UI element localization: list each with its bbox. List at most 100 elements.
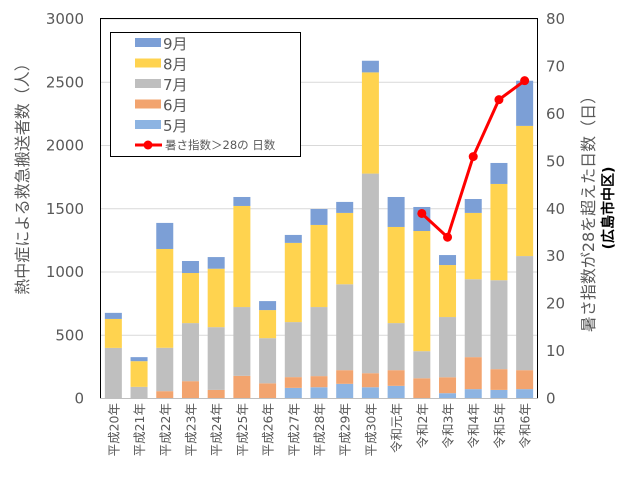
legend-label: 5月 (163, 117, 188, 135)
bar-9-month (387, 196, 405, 227)
bar-8-month (413, 231, 431, 352)
bar-9-month (516, 80, 534, 126)
right-tick-label: 70 (546, 57, 565, 75)
bar-7-month (387, 323, 405, 371)
x-tick-label: 平成23年 (183, 403, 198, 456)
bar-9-month (439, 255, 457, 266)
legend-label: 暑さ指数＞28の 日数 (165, 138, 276, 152)
bar-8-month (104, 318, 122, 348)
x-tick-label: 平成27年 (286, 403, 301, 456)
bar-7-month (310, 307, 328, 377)
bar-8-month (233, 205, 251, 308)
bar-7-month (104, 347, 122, 399)
x-tick-label: 平成25年 (235, 403, 250, 456)
bar-7-month (181, 323, 199, 382)
bar-5-month (310, 387, 328, 399)
x-tick-label: 令和3年 (441, 403, 456, 448)
bar-9-month (104, 312, 122, 319)
right-axis-subtitle: (広島市中区) (600, 167, 617, 250)
left-tick-label: 0 (74, 390, 84, 408)
right-axis-ticks: 0 10 20 30 40 50 60 70 80 (546, 10, 565, 408)
bar-8-month (310, 224, 328, 308)
right-tick-label: 60 (546, 105, 565, 123)
bar-9-month (310, 209, 328, 225)
bar-6-month (439, 377, 457, 394)
bars (104, 60, 534, 399)
bar-6-month (413, 378, 431, 399)
x-tick-label: 令和元年 (389, 403, 404, 453)
left-tick-label: 1000 (46, 263, 84, 281)
bar-8-month (181, 273, 199, 324)
bar-7-month (336, 284, 354, 371)
bar-8-month (387, 226, 405, 324)
x-tick-label: 令和5年 (492, 403, 507, 448)
bar-5-month (490, 389, 508, 399)
bar-7-month (439, 317, 457, 378)
bar-8-month (156, 248, 174, 348)
bar-9-month (207, 257, 225, 269)
bar-6-month (259, 383, 277, 399)
legend-label: 8月 (163, 56, 188, 74)
legend-swatch (135, 58, 161, 68)
bar-9-month (284, 234, 302, 243)
legend-label: 7月 (163, 76, 188, 94)
bar-6-month (387, 370, 405, 386)
left-tick-label: 2000 (46, 137, 84, 155)
x-tick-label: 平成30年 (363, 403, 378, 456)
right-tick-label: 40 (546, 200, 565, 218)
bar-8-month (336, 212, 354, 285)
bar-5-month (361, 387, 379, 399)
bar-7-month (464, 279, 482, 358)
bar-8-month (361, 72, 379, 174)
x-tick-label: 平成24年 (209, 403, 224, 456)
bar-8-month (516, 125, 534, 257)
bar-9-month (233, 196, 251, 206)
bar-8-month (207, 268, 225, 328)
line-marker (443, 232, 453, 242)
x-tick-label: 平成22年 (158, 403, 173, 456)
bar-6-month (361, 373, 379, 388)
bar-8-month (439, 265, 457, 318)
bar-6-month (233, 375, 251, 399)
right-tick-label: 80 (546, 10, 565, 28)
bar-9-month (156, 222, 174, 249)
bar-6-month (156, 391, 174, 399)
bar-7-month (233, 307, 251, 376)
bar-7-month (259, 338, 277, 384)
right-tick-label: 30 (546, 247, 565, 265)
bar-7-month (207, 327, 225, 390)
bar-9-month (490, 162, 508, 184)
bar-7-month (516, 256, 534, 371)
bar-9-month (181, 260, 199, 274)
bar-8-month (259, 310, 277, 339)
bar-8-month (130, 361, 148, 387)
x-tick-label: 令和2年 (415, 403, 430, 448)
bar-7-month (361, 173, 379, 374)
left-tick-label: 500 (55, 326, 84, 344)
bar-6-month (336, 370, 354, 384)
x-tick-label: 平成20年 (106, 403, 121, 456)
bar-6-month (490, 369, 508, 390)
x-tick-label: 令和6年 (518, 403, 533, 448)
bar-9-month (464, 199, 482, 213)
bar-9-month (361, 60, 379, 73)
bar-9-month (130, 357, 148, 362)
bar-5-month (439, 393, 457, 399)
bar-9-month (336, 201, 354, 213)
legend-swatch (135, 99, 161, 109)
x-axis-ticks: 平成20年 平成21年 平成22年 平成23年 平成24年 平成25年 平成26年 平成27年… (106, 403, 532, 456)
x-tick-label: 平成26年 (261, 403, 276, 456)
left-tick-label: 3000 (46, 10, 84, 28)
bar-6-month (284, 377, 302, 388)
bar-5-month (284, 387, 302, 399)
bar-7-month (284, 322, 302, 378)
left-axis-ticks: 0 500 1000 1500 2000 2500 3000 (46, 10, 84, 408)
days-line-series (417, 76, 530, 242)
bar-5-month (464, 389, 482, 399)
bar-6-month (207, 389, 225, 399)
legend-box (110, 32, 301, 157)
right-tick-label: 10 (546, 342, 565, 360)
right-axis-title: 暑さ指数が28を超えた日数（日） (579, 88, 598, 332)
